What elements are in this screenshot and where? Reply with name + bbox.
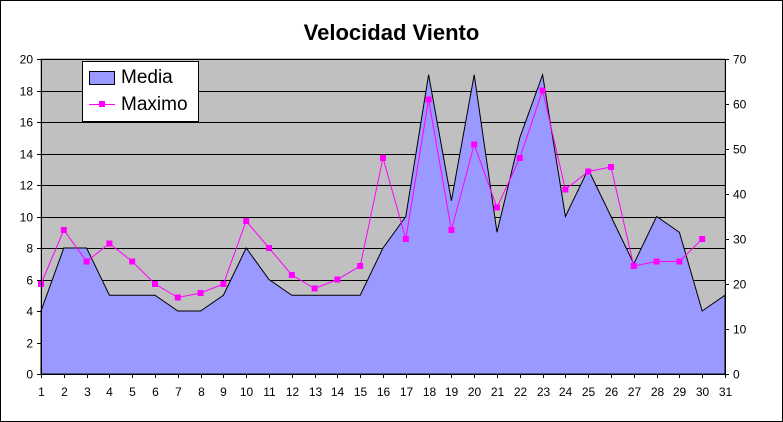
x-tick-label: 11 [263,385,276,399]
x-tick-label: 21 [491,385,505,399]
x-tick-label: 23 [537,385,551,399]
x-tick-label: 5 [129,385,136,399]
right-tick-label: 20 [733,278,747,292]
right-tick-label: 50 [733,143,747,157]
right-tick-label: 70 [733,53,747,67]
legend-entry-media: Media [89,66,173,90]
left-tick-label: 14 [20,148,34,162]
maximo-point [494,204,500,211]
maximo-point [174,294,181,301]
right-tick-label: 40 [733,188,747,202]
maximo-line-series [40,88,703,299]
maximo-point [676,258,683,265]
x-tick-label: 22 [514,385,528,399]
media-swatch [89,71,115,85]
x-tick-label: 25 [582,385,596,399]
maximo-point [699,236,706,242]
left-tick-label: 10 [20,211,34,225]
left-tick-label: 20 [20,53,34,67]
x-tick-label: 26 [605,385,619,399]
left-tick-label: 18 [20,85,34,99]
maximo-point [83,258,90,265]
maximo-point [402,236,409,242]
maximo-point [129,258,136,265]
x-tick-label: 9 [220,385,227,399]
left-tick-label: 12 [20,179,34,193]
maximo-point [516,155,523,161]
maximo-point [448,227,455,233]
x-tick-label: 6 [152,385,159,399]
x-tick-label: 19 [445,385,459,399]
maximo-point [471,141,478,148]
left-tick-label: 0 [26,368,33,382]
x-tick-label: 20 [468,385,482,399]
maximo-point [585,168,592,175]
maximo-point [539,87,546,94]
left-tick-label: 4 [26,305,33,319]
media-area [40,72,726,375]
maximo-point [288,272,295,278]
maximo-point [380,155,386,161]
maximo-point [311,285,318,292]
chart-title: Velocidad Viento [303,20,480,45]
right-tick-label: 60 [733,98,747,112]
axes [37,59,729,378]
x-tick-label: 3 [84,385,91,399]
maximo-point [106,240,113,247]
maximo-point [357,263,364,269]
left-tick-label: 16 [20,116,34,130]
maximo-point [562,186,569,193]
legend-label-media: Media [121,67,173,88]
x-tick-label: 13 [309,385,323,399]
maximo-point [152,281,158,287]
maximo-point [334,276,341,283]
maximo-point [60,227,67,233]
x-tick-label: 4 [106,385,113,399]
x-tick-label: 24 [559,385,573,399]
right-tick-label: 0 [733,368,740,382]
x-tick-label: 15 [354,385,368,399]
legend-label-maximo: Maximo [121,94,188,115]
maximo-point [608,164,614,170]
maximo-point [266,245,272,251]
left-tick-label: 6 [26,274,33,288]
maximo-point [243,218,250,224]
legend-entry-maximo: Maximo [89,93,188,117]
x-tick-label: 12 [286,385,300,399]
media-area-series [40,72,726,375]
x-tick-label: 17 [400,385,414,399]
x-tick-label: 16 [377,385,391,399]
right-tick-label: 10 [733,323,747,337]
x-tick-label: 10 [240,385,254,399]
x-tick-label: 29 [673,385,687,399]
maximo-point [653,258,660,265]
maximo-point [197,290,204,296]
x-tick-label: 27 [628,385,642,399]
legend: Media Maximo [82,61,199,122]
maximo-point [220,281,227,287]
left-tick-label: 2 [26,337,33,351]
x-tick-label: 18 [423,385,437,399]
right-tick-label: 30 [733,233,747,247]
x-tick-label: 14 [331,385,345,399]
left-tick-label: 8 [26,242,33,256]
x-tick-label: 30 [696,385,710,399]
x-tick-label: 31 [719,385,733,399]
x-tick-label: 2 [61,385,68,399]
x-tick-label: 8 [198,385,205,399]
maximo-swatch [89,98,115,112]
maximo-point [425,96,432,103]
x-tick-label: 1 [38,385,45,399]
maximo-point [630,263,637,269]
x-tick-label: 7 [175,385,182,399]
x-tick-label: 28 [651,385,665,399]
